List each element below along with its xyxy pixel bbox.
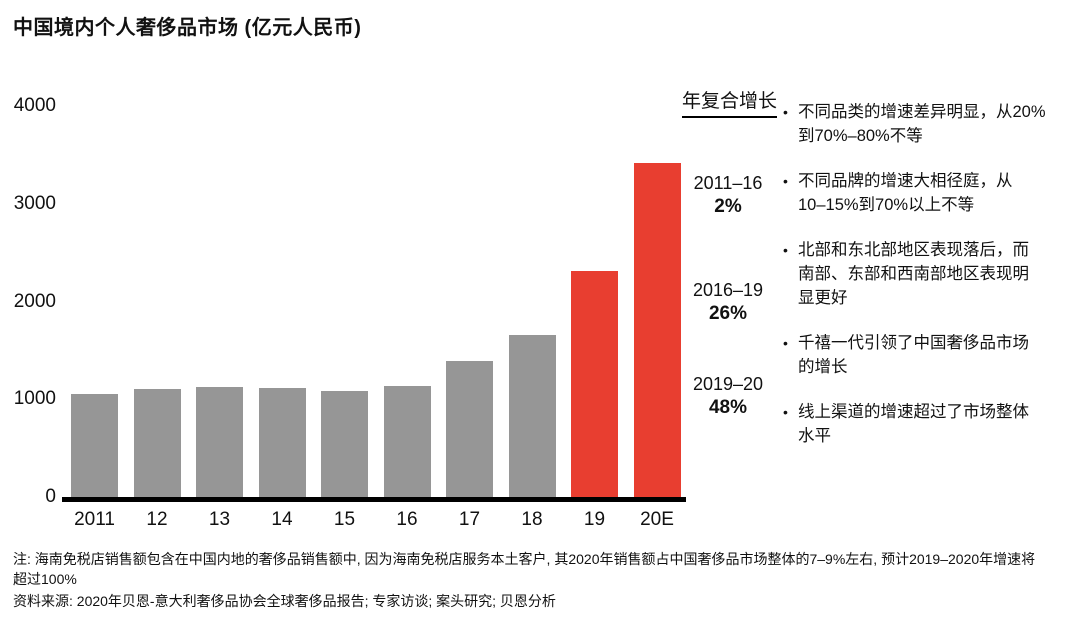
y-tick-label: 4000 bbox=[13, 95, 56, 116]
y-tick-label: 2000 bbox=[13, 290, 56, 312]
x-tick-label: 16 bbox=[396, 509, 418, 530]
list-item: 线上渠道的增速超过了市场整体 水平 bbox=[782, 400, 1058, 448]
bar-19 bbox=[571, 271, 618, 497]
x-tick-label: 12 bbox=[146, 509, 168, 530]
x-tick-label: 2011 bbox=[74, 509, 115, 530]
source-note: 资料来源: 2020年贝恩-意大利奢侈品协会全球奢侈品报告; 专家访谈; 案头研… bbox=[13, 593, 556, 609]
bar-15 bbox=[321, 391, 368, 497]
x-tick-label: 18 bbox=[521, 509, 543, 530]
list-item: 不同品类的增速差异明显，从20% 到70%–80%不等 bbox=[782, 100, 1058, 148]
bar-12 bbox=[133, 389, 181, 497]
x-tick-label: 19 bbox=[583, 509, 606, 530]
cagr-value: 2% bbox=[714, 196, 742, 217]
x-tick-label: 14 bbox=[271, 509, 293, 530]
bar-20E bbox=[633, 163, 681, 497]
y-axis: 0 1000 2000 3000 4000 bbox=[0, 95, 56, 507]
y-tick-label: 0 bbox=[45, 486, 56, 507]
commentary-list: 不同品类的增速差异明显，从20% 到70%–80%不等 不同品牌的增速大相径庭，… bbox=[782, 100, 1058, 469]
bar-17 bbox=[446, 361, 493, 497]
y-tick-label: 1000 bbox=[13, 388, 56, 410]
bar-16 bbox=[383, 386, 431, 497]
cagr-period: 2019–20 bbox=[692, 374, 764, 394]
cagr-value: 48% bbox=[708, 397, 748, 418]
x-tick-label: 17 bbox=[458, 509, 481, 530]
bar-13 bbox=[196, 387, 243, 497]
x-axis-labels: 2011 12 13 14 15 16 17 18 19 20E bbox=[62, 508, 686, 534]
list-item: 不同品牌的增速大相径庭，从 10–15%到70%以上不等 bbox=[782, 169, 1058, 217]
x-axis-line bbox=[62, 497, 686, 502]
cagr-period: 2011–16 bbox=[693, 173, 763, 193]
x-tick-label: 20E bbox=[640, 509, 674, 530]
plot-area bbox=[62, 106, 686, 502]
list-item: 千禧一代引领了中国奢侈品市场 的增长 bbox=[782, 331, 1058, 379]
x-tick-label: 13 bbox=[208, 509, 231, 530]
bar-2011 bbox=[71, 394, 118, 497]
x-tick-label: 15 bbox=[333, 509, 356, 530]
bar-18 bbox=[508, 335, 556, 497]
cagr-value: 26% bbox=[708, 303, 748, 324]
footnote: 注: 海南免税店销售额包含在中国内地的奢侈品销售额中, 因为海南免税店服务本土客… bbox=[13, 551, 1036, 587]
page-title: 中国境内个人奢侈品市场 (亿元人民币) bbox=[13, 17, 362, 39]
cagr-entry-2011-16: 2011–16 2% bbox=[680, 172, 776, 218]
y-tick-label: 3000 bbox=[13, 192, 56, 214]
list-item: 北部和东北部地区表现落后，而 南部、东部和西南部地区表现明 显更好 bbox=[782, 238, 1058, 310]
cagr-entry-2019-20: 2019–20 48% bbox=[680, 373, 776, 419]
cagr-heading: 年复合增长 bbox=[682, 86, 778, 118]
bar-14 bbox=[258, 388, 306, 497]
footnotes: 注: 海南免税店销售额包含在中国内地的奢侈品销售额中, 因为海南免税店服务本土客… bbox=[13, 550, 1058, 612]
cagr-period: 2016–19 bbox=[692, 280, 764, 300]
cagr-entry-2016-19: 2016–19 26% bbox=[680, 279, 776, 325]
